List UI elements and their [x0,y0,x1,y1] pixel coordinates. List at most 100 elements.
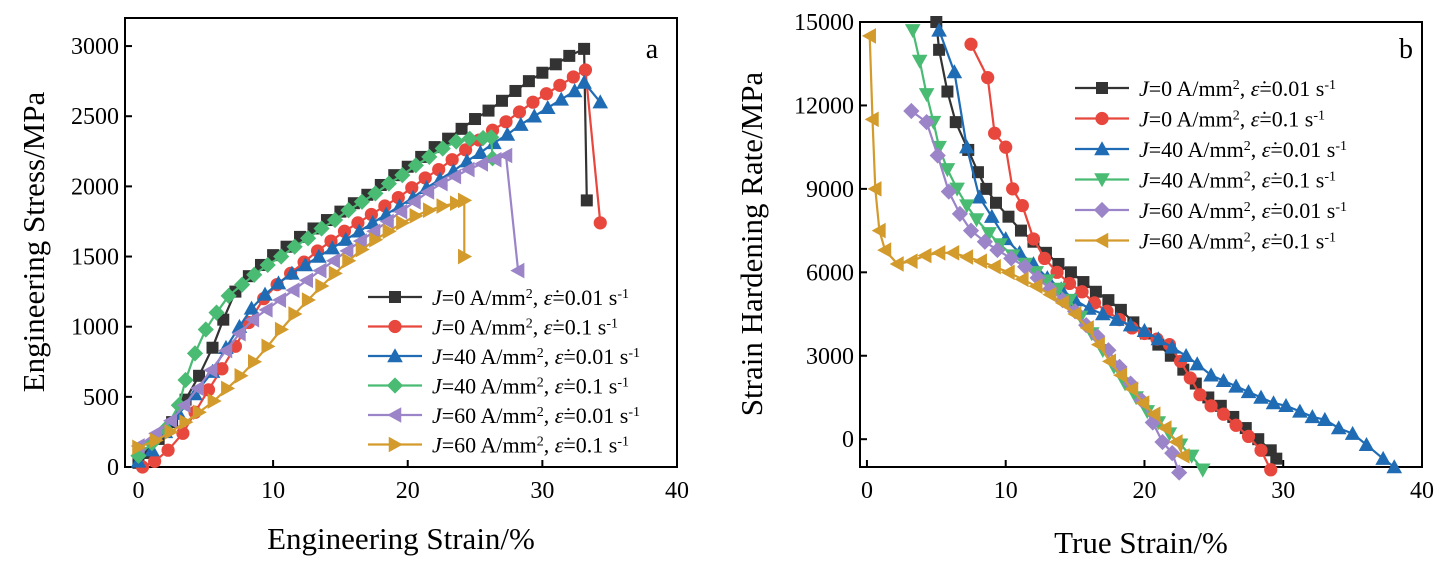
data-point [946,64,963,79]
panel-a-legend: J=0 A/mm2, ε̇=0.01 s-1 J=0 A/mm2, ε̇=0.1 … [368,285,640,458]
data-point [364,207,378,222]
data-point [1028,278,1043,295]
data-point [1079,320,1094,336]
data-point [393,203,408,220]
data-point [459,143,473,157]
data-point [352,233,367,249]
series-5 [130,147,525,454]
data-point [472,144,489,159]
data-point [313,220,330,237]
data-point [499,126,516,141]
data-point [208,304,225,321]
data-point [179,414,194,430]
legend-item: J=0 A/mm2, ε̇=0.1 s-1 [368,315,618,340]
data-point [1042,280,1059,298]
data-point [1014,224,1027,237]
data-point [1229,418,1243,432]
data-point [259,256,276,274]
x-tick-label: 30 [1271,478,1295,504]
data-point [864,111,879,128]
data-point [989,196,1002,209]
legend-text: J=40 A/mm2, ε̇=0.01 s-1 [432,344,640,369]
data-point [1150,331,1167,346]
data-point [867,181,882,197]
data-point [201,383,216,397]
legend-marker [1096,82,1108,94]
legend-item: J=40 A/mm2, ε̇=0.01 s-1 [368,344,640,369]
data-point [130,447,147,464]
data-point [1154,433,1171,451]
x-tick-label: 0 [861,478,873,504]
data-point [1075,285,1089,299]
data-point [300,230,317,247]
data-point [261,338,276,355]
data-point [445,153,459,167]
data-point [449,195,464,212]
data-point [592,94,609,109]
data-point [473,156,489,172]
data-point [391,191,405,205]
data-point [339,243,354,259]
data-point [1168,434,1183,450]
data-point [1183,371,1197,385]
data-point [1002,210,1015,223]
data-point [407,157,424,174]
data-point [1077,276,1090,289]
data-point [326,211,344,229]
data-point [406,194,421,210]
data-point [355,241,370,258]
data-point [918,114,935,131]
data-point [981,71,995,85]
legend-marker [1093,201,1111,219]
data-point [460,161,475,178]
x-tick-label: 20 [1132,478,1156,504]
data-point [267,249,280,262]
data-point [297,257,314,272]
x-tick-label: 0 [132,478,144,504]
data-point [495,94,508,107]
data-point [189,380,204,397]
legend-item: J=60 A/mm2, ε̇=0.01 s-1 [1075,198,1347,223]
panel-a-y-axis-label: Engineering Stress/MPa [16,92,51,393]
data-point [976,233,993,250]
data-point [1113,367,1128,384]
data-point [1042,286,1057,303]
data-point [1203,367,1219,382]
data-point [1254,443,1268,457]
data-point [986,258,1001,275]
data-point [186,345,204,362]
legend-marker [1094,173,1110,188]
data-point [1278,398,1294,413]
panel-a: 0 10 20 30 40 0 500 1000 1500 2000 2500 3000 J=0 A/… [16,17,689,556]
data-point [1358,436,1375,451]
data-point [917,247,932,264]
y-tick-label: 6000 [806,260,854,286]
data-point [526,95,540,109]
data-point [448,133,465,150]
data-point [918,88,935,103]
data-point [889,256,904,272]
panel-b-x-axis-label: True Strain/% [1054,525,1228,560]
data-point [418,171,432,185]
data-point [177,371,194,389]
data-point [1270,452,1283,465]
panel-a-plot-frame [124,17,678,468]
data-point [526,108,543,123]
data-point [192,404,207,421]
data-point [325,252,340,269]
data-point [1017,258,1034,275]
data-point [509,84,522,97]
data-point [1193,388,1207,402]
data-point [904,24,921,39]
data-point [315,278,330,294]
data-point [539,87,554,101]
legend-item: J=40 A/mm2, ε̇=0.1 s-1 [1075,168,1336,193]
data-point [207,393,222,409]
legend-item: J=0 A/mm2, ε̇=0.01 s-1 [1075,76,1336,101]
data-point [421,148,438,166]
data-point [903,102,920,120]
data-point [461,130,478,147]
data-point [981,227,997,242]
data-point [578,42,591,55]
data-point [971,166,984,179]
